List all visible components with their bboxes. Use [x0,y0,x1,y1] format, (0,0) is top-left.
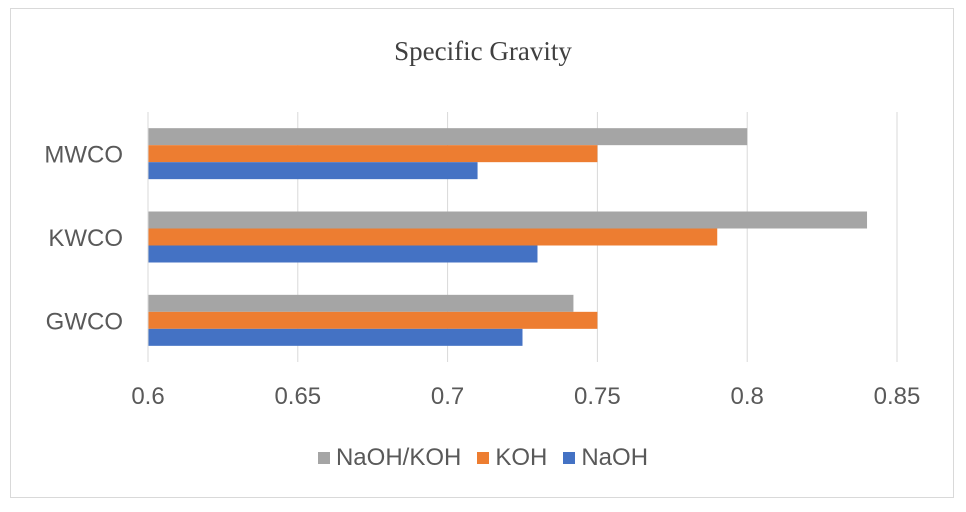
legend-swatch-naoh-koh [317,452,330,464]
legend-item-koh: KOH [477,444,547,472]
bar-kwco-koh [148,228,718,246]
y-tick-label-gwco: GWCO [46,308,123,335]
legend-swatch-naoh [563,452,576,464]
x-tick-label-1: 0.65 [274,383,321,410]
x-tick-label-0: 0.6 [131,383,164,410]
bar-kwco-naoh-koh [148,211,868,229]
bar-gwco-naoh [148,328,523,346]
bar-gwco-koh [148,311,598,329]
y-tick-label-mwco: MWCO [44,142,123,169]
x-tick-label-4: 0.8 [731,383,764,410]
legend: NaOH/KOH KOH NaOH [0,444,966,472]
bar-gwco-naoh-koh [148,294,574,312]
legend-label-naoh-koh: NaOH/KOH [335,444,462,471]
legend-item-naoh: NaOH [563,444,648,472]
legend-label-koh: KOH [495,444,548,471]
legend-item-naoh-koh: NaOH/KOH [317,444,462,472]
bar-mwco-naoh [148,162,478,180]
bar-mwco-koh [148,145,598,163]
y-tick-label-kwco: KWCO [48,225,123,252]
chart-title: Specific Gravity [394,36,572,66]
legend-swatch-koh [477,452,490,464]
x-tick-label-3: 0.75 [574,383,621,410]
bar-mwco-naoh-koh [148,128,748,146]
bar-kwco-naoh [148,245,538,263]
legend-label-naoh: NaOH [581,444,649,471]
x-tick-label-5: 0.85 [874,383,921,410]
x-tick-label-2: 0.7 [431,383,464,410]
